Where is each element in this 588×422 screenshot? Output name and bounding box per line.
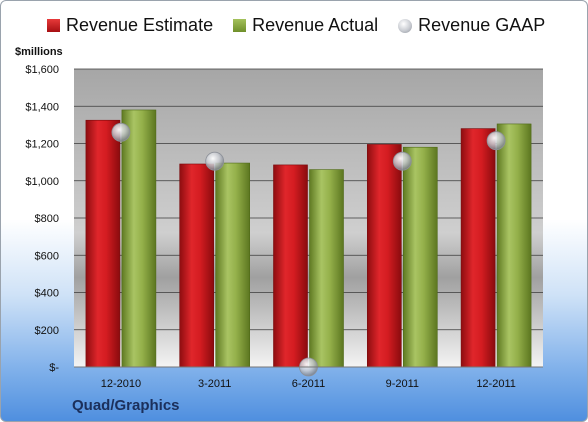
legend: Revenue Estimate Revenue Actual Revenue … bbox=[47, 15, 545, 36]
y-tick-label: $1,600 bbox=[25, 64, 59, 76]
legend-item-gaap: Revenue GAAP bbox=[398, 15, 545, 36]
x-axis-ticks: 12-2010 3-2011 6-2011 9-2011 12-2011 bbox=[101, 378, 516, 390]
bar-revenue-estimate bbox=[366, 144, 402, 368]
bar-revenue-actual bbox=[309, 169, 344, 368]
company-name: Quad/Graphics bbox=[72, 397, 180, 414]
x-tick-label: 6-2011 bbox=[292, 378, 325, 390]
legend-swatch-actual bbox=[233, 19, 247, 32]
bar-revenue-estimate bbox=[85, 119, 121, 368]
y-tick-label: $- bbox=[49, 362, 59, 374]
bars bbox=[85, 109, 532, 368]
bar-revenue-actual bbox=[402, 146, 438, 368]
bar-revenue-estimate bbox=[179, 163, 214, 368]
y-tick-label: $1,400 bbox=[25, 101, 59, 113]
bar-revenue-actual bbox=[496, 123, 532, 368]
bar-revenue-actual bbox=[215, 162, 250, 368]
legend-item-actual: Revenue Actual bbox=[233, 15, 378, 36]
bar-revenue-estimate bbox=[460, 128, 496, 368]
bar-revenue-estimate bbox=[273, 164, 308, 368]
legend-label-gaap: Revenue GAAP bbox=[418, 15, 546, 35]
legend-item-estimate: Revenue Estimate bbox=[47, 15, 213, 36]
legend-swatch-estimate bbox=[47, 19, 60, 32]
x-tick-label: 12-2010 bbox=[101, 378, 141, 390]
x-tick-label: 3-2011 bbox=[198, 378, 231, 390]
legend-swatch-gaap bbox=[398, 18, 413, 33]
legend-label-actual: Revenue Actual bbox=[252, 15, 379, 35]
marker-revenue-gaap bbox=[111, 122, 131, 142]
marker-revenue-gaap bbox=[392, 151, 412, 171]
marker-revenue-gaap bbox=[486, 131, 506, 151]
y-tick-label: $800 bbox=[35, 213, 59, 225]
y-tick-label: $600 bbox=[35, 250, 59, 262]
y-axis-ticks: $- $200 $400 $600 $800 $1,000 $1,200 $1,400 $1,6… bbox=[25, 64, 59, 374]
legend-label-estimate: Revenue Estimate bbox=[66, 15, 214, 35]
y-tick-label: $1,200 bbox=[25, 139, 59, 151]
y-axis-unit-label: $millions bbox=[15, 46, 63, 58]
y-tick-label: $200 bbox=[35, 325, 59, 337]
bar-revenue-actual bbox=[121, 109, 157, 368]
marker-revenue-gaap bbox=[205, 151, 225, 171]
x-tick-label: 12-2011 bbox=[476, 378, 516, 390]
y-tick-label: $1,000 bbox=[25, 176, 59, 188]
y-tick-label: $400 bbox=[35, 288, 59, 300]
x-tick-label: 9-2011 bbox=[386, 378, 419, 390]
